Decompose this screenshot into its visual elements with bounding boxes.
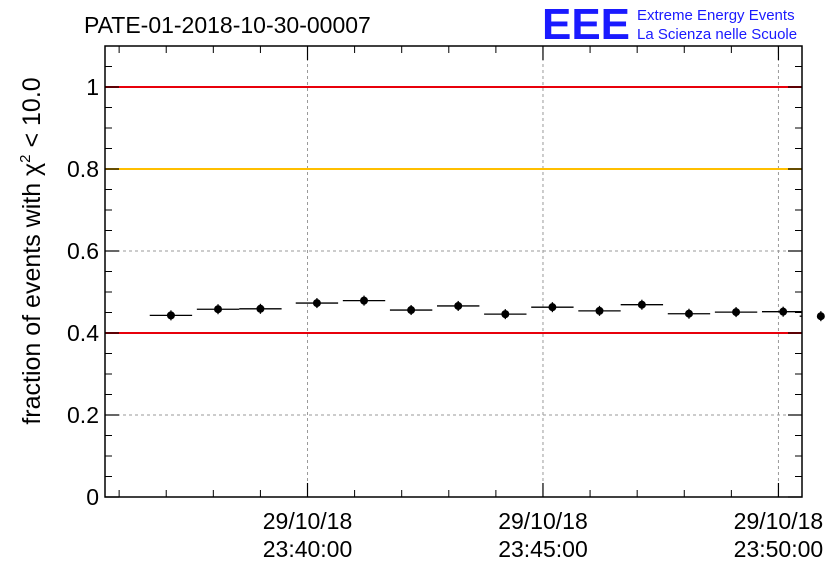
x-tick-date-label: 29/10/18 [498, 508, 588, 534]
plot-frame [104, 45, 803, 498]
y-tick-label: 0 [86, 484, 99, 510]
data-point [684, 309, 693, 318]
y-axis-label: fraction of events with χ2 < 10.0 [17, 77, 46, 424]
x-tick-time-label: 23:40:00 [263, 536, 353, 562]
y-tick-label: 0.8 [67, 156, 99, 182]
y-tick-label: 0.2 [67, 402, 99, 428]
data-point [360, 296, 369, 305]
logo-line-1: Extreme Energy Events [637, 7, 795, 24]
x-tick-date-label: 29/10/18 [263, 508, 353, 534]
x-tick-time-label: 23:45:00 [498, 536, 588, 562]
data-point [501, 310, 510, 319]
data-point [166, 311, 175, 320]
x-axis: 29/10/1823:40:0029/10/1823:45:0029/10/18… [118, 46, 824, 562]
y-tick-label: 0.4 [67, 320, 99, 346]
data-point [779, 307, 788, 316]
logo-mark: EEE [542, 0, 630, 49]
eee-logo: EEE Extreme Energy Events La Scienza nel… [542, 0, 797, 49]
data-point [816, 312, 825, 321]
logo-line-2: La Scienza nelle Scuole [637, 26, 797, 43]
data-point [312, 299, 321, 308]
data-series [149, 295, 825, 322]
x-tick-time-label: 23:50:00 [734, 536, 824, 562]
y-axis: 0 0.2 0.4 0.6 0.8 1 [67, 45, 802, 510]
data-point [732, 308, 741, 317]
y-tick-label: 0.6 [67, 238, 99, 264]
grid-lines [105, 46, 802, 497]
data-point [256, 304, 265, 313]
data-point [548, 303, 557, 312]
data-point [595, 306, 604, 315]
data-point [454, 301, 463, 310]
y-tick-label: 1 [86, 74, 99, 100]
x-tick-date-label: 29/10/18 [734, 508, 824, 534]
data-point [214, 305, 223, 314]
data-point [407, 306, 416, 315]
data-point [637, 300, 646, 309]
chart-title: PATE-01-2018-10-30-00007 [84, 12, 371, 38]
reference-lines [105, 86, 802, 334]
